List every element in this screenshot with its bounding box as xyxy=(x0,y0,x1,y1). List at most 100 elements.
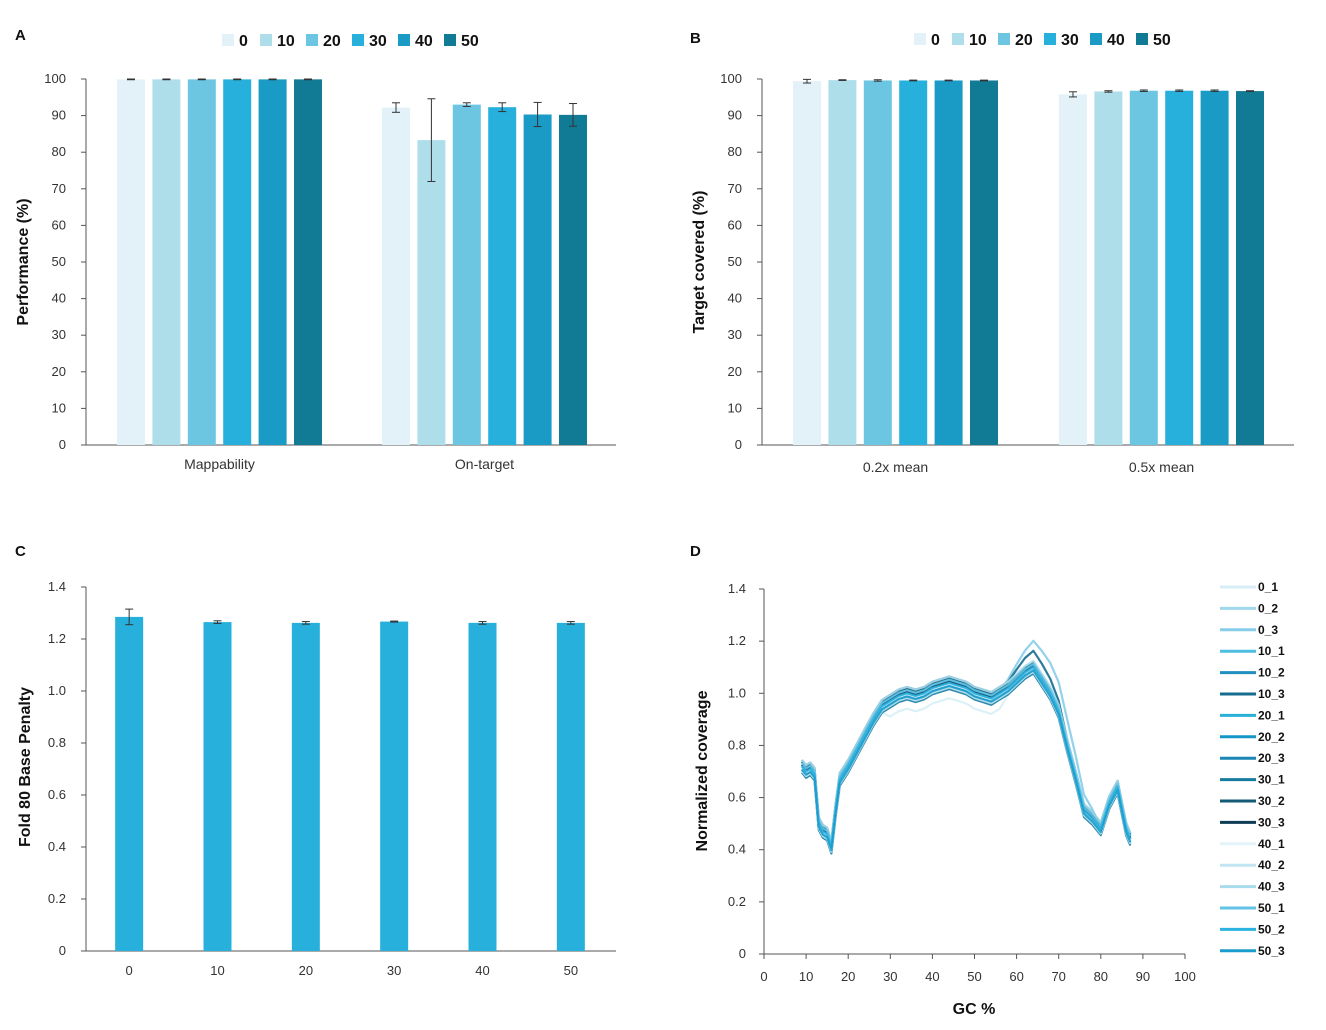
bar-b-02xmean-20 xyxy=(863,80,892,446)
legend-label-d-20_2: 20_2 xyxy=(1258,730,1285,744)
panel-letter-b: B xyxy=(690,30,701,47)
legend-swatch-a-30 xyxy=(352,34,364,46)
legend-swatch-a-40 xyxy=(398,34,410,46)
y-tick-label-b: 40 xyxy=(728,291,742,306)
y-tick-label-b: 20 xyxy=(728,364,742,379)
legend-swatch-b-50 xyxy=(1136,33,1148,45)
legend-label-b-50: 50 xyxy=(1153,32,1171,49)
legend-label-b-20: 20 xyxy=(1015,32,1033,49)
bar-b-05xmean-0 xyxy=(1059,94,1087,445)
bar-c-0 xyxy=(115,616,144,951)
legend-label-b-30: 30 xyxy=(1061,32,1079,49)
legend-swatch-a-10 xyxy=(260,34,272,46)
bar-c-30 xyxy=(380,621,409,951)
panel-letter-c: C xyxy=(15,543,26,560)
y-tick-label-d: 1.4 xyxy=(728,581,746,596)
bar-b-05xmean-10 xyxy=(1094,91,1123,445)
legend-label-d-10_3: 10_3 xyxy=(1258,687,1285,701)
x-tick-label-c: 50 xyxy=(564,963,578,978)
y-tick-label-b: 80 xyxy=(728,144,742,159)
y-tick-label-b: 100 xyxy=(720,71,742,86)
y-tick-label-a: 40 xyxy=(52,291,66,306)
y-tick-label-c: 1.0 xyxy=(48,683,66,698)
bar-b-05xmean-50 xyxy=(1236,91,1264,445)
y-tick-label-d: 0.2 xyxy=(728,894,746,909)
x-tick-label-d: 90 xyxy=(1136,969,1150,984)
bar-b-02xmean-0 xyxy=(793,81,821,446)
x-tick-label-d: 60 xyxy=(1009,969,1023,984)
y-tick-label-b: 90 xyxy=(728,108,742,123)
legend-label-d-20_3: 20_3 xyxy=(1258,751,1285,765)
bar-a-mappability-30 xyxy=(223,79,252,445)
y-tick-label-b: 70 xyxy=(728,181,742,196)
y-tick-label-c: 1.2 xyxy=(48,631,66,646)
category-label-b: 0.5x mean xyxy=(1129,459,1194,475)
legend-label-a-10: 10 xyxy=(277,33,295,50)
y-axis-title-d: Normalized coverage xyxy=(694,690,711,851)
y-tick-label-a: 60 xyxy=(52,217,66,232)
line-series-50_3 xyxy=(801,669,1132,852)
x-tick-label-d: 30 xyxy=(883,969,897,984)
legend-label-d-40_3: 40_3 xyxy=(1258,880,1285,894)
bar-a-mappability-50 xyxy=(294,79,322,445)
bar-a-mappability-0 xyxy=(117,79,145,445)
panel-letter-d: D xyxy=(690,543,701,560)
bar-a-ontarget-40 xyxy=(523,114,552,445)
panel-letter-a: A xyxy=(15,27,26,44)
x-tick-label-c: 40 xyxy=(475,963,489,978)
legend-label-d-0_2: 0_2 xyxy=(1258,601,1278,615)
y-tick-label-b: 50 xyxy=(728,254,742,269)
legend-swatch-b-0 xyxy=(914,33,926,45)
legend-label-d-40_2: 40_2 xyxy=(1258,858,1285,872)
y-tick-label-d: 0.8 xyxy=(728,737,746,752)
y-tick-label-d: 0.6 xyxy=(728,790,746,805)
bar-b-05xmean-20 xyxy=(1129,90,1158,445)
legend-label-a-0: 0 xyxy=(239,33,248,50)
y-tick-label-c: 0.6 xyxy=(48,787,66,802)
y-tick-label-b: 60 xyxy=(728,217,742,232)
legend-label-a-30: 30 xyxy=(369,33,387,50)
bar-c-40 xyxy=(468,622,497,951)
legend-label-d-40_1: 40_1 xyxy=(1258,837,1285,851)
legend-swatch-a-0 xyxy=(222,34,234,46)
y-tick-label-c: 0.4 xyxy=(48,839,66,854)
y-tick-label-d: 1.2 xyxy=(728,633,746,648)
y-tick-label-c: 0 xyxy=(59,943,66,958)
legend-swatch-a-50 xyxy=(444,34,456,46)
y-tick-label-a: 80 xyxy=(52,144,66,159)
bar-a-ontarget-50 xyxy=(559,114,587,446)
y-tick-label-a: 10 xyxy=(52,400,66,415)
y-tick-label-a: 20 xyxy=(52,364,66,379)
line-series-0_3 xyxy=(801,639,1132,847)
x-tick-label-c: 0 xyxy=(126,963,133,978)
legend-label-d-50_3: 50_3 xyxy=(1258,944,1285,958)
legend-label-d-20_1: 20_1 xyxy=(1258,708,1285,722)
y-tick-label-d: 0 xyxy=(739,946,746,961)
legend-label-d-50_2: 50_2 xyxy=(1258,922,1285,936)
x-tick-label-d: 10 xyxy=(799,969,813,984)
y-tick-label-b: 30 xyxy=(728,327,742,342)
legend-label-a-40: 40 xyxy=(415,33,433,50)
x-tick-label-c: 20 xyxy=(299,963,313,978)
legend-label-d-10_2: 10_2 xyxy=(1258,666,1285,680)
y-axis-title-b: Target covered (%) xyxy=(691,191,708,334)
bar-b-02xmean-30 xyxy=(899,80,928,446)
legend-label-d-10_1: 10_1 xyxy=(1258,644,1285,658)
legend-swatch-b-30 xyxy=(1044,33,1056,45)
x-tick-label-d: 0 xyxy=(760,969,767,984)
x-tick-label-c: 10 xyxy=(210,963,224,978)
category-label-b: 0.2x mean xyxy=(863,459,928,475)
bar-a-ontarget-20 xyxy=(452,104,481,446)
legend-label-d-0_3: 0_3 xyxy=(1258,623,1278,637)
bar-a-ontarget-10 xyxy=(417,140,446,445)
bar-c-10 xyxy=(203,622,232,951)
y-tick-label-a: 90 xyxy=(52,108,66,123)
y-tick-label-b: 10 xyxy=(728,400,742,415)
x-tick-label-d: 70 xyxy=(1051,969,1065,984)
y-axis-title-a: Performance (%) xyxy=(15,198,32,325)
legend-label-d-0_1: 0_1 xyxy=(1258,580,1278,594)
legend-label-b-40: 40 xyxy=(1107,32,1125,49)
y-tick-label-a: 30 xyxy=(52,327,66,342)
y-tick-label-a: 100 xyxy=(44,71,66,86)
y-tick-label-d: 1.0 xyxy=(728,685,746,700)
